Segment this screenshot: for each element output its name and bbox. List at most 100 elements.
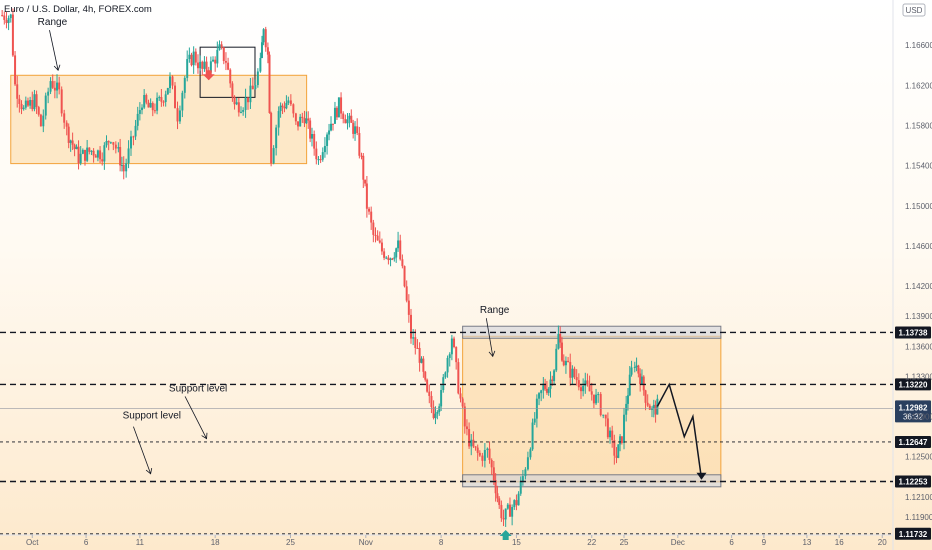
- candle: [281, 103, 284, 115]
- candle-body: [14, 55, 17, 85]
- candle-body: [122, 164, 125, 172]
- candle: [9, 13, 12, 23]
- candle-body: [47, 91, 50, 96]
- candle-body: [615, 455, 618, 458]
- y-tick-label-2: 1.15800: [905, 121, 932, 130]
- candle-body: [114, 144, 117, 149]
- candle-body: [463, 406, 466, 427]
- x-tick-label-14: 16: [835, 538, 844, 547]
- candle: [508, 497, 511, 517]
- candle: [448, 352, 451, 367]
- candle: [517, 491, 520, 506]
- annotation-arrowhead-4: [145, 467, 153, 475]
- candle: [340, 92, 343, 120]
- candle: [623, 407, 626, 450]
- candle-body: [158, 97, 161, 99]
- candle: [168, 72, 171, 94]
- candle: [162, 100, 165, 107]
- candle: [380, 238, 383, 255]
- candle-body: [275, 127, 278, 149]
- candle-body: [83, 149, 86, 161]
- candle: [272, 145, 275, 165]
- candle: [188, 47, 191, 63]
- candle-body: [3, 15, 6, 20]
- candle: [292, 103, 295, 118]
- level-badge-label-3: 1.12647: [899, 438, 928, 447]
- annotation-label-3: Support level: [169, 383, 227, 394]
- candle: [79, 145, 82, 166]
- annotation-pointer-1: [49, 30, 59, 71]
- candle-body: [134, 125, 137, 137]
- current-price-badge: [895, 400, 931, 423]
- candle-body: [96, 150, 99, 158]
- x-tick-label-7: 15: [512, 538, 521, 547]
- candle-body: [430, 395, 433, 407]
- candle: [374, 227, 377, 243]
- candle: [617, 444, 620, 459]
- candle: [244, 88, 247, 118]
- y-tick-label-1: 1.16200: [905, 81, 932, 90]
- candle: [461, 397, 464, 409]
- candle-body: [407, 300, 410, 315]
- candle-body: [457, 362, 460, 394]
- candle: [220, 41, 223, 50]
- candle-body: [53, 87, 56, 91]
- candle-body: [35, 94, 38, 108]
- candle-body: [444, 372, 447, 378]
- candle-body: [465, 426, 468, 430]
- candle-body: [526, 457, 529, 470]
- annotation-label-1: Range: [38, 17, 68, 28]
- candle: [268, 51, 271, 114]
- candle-body: [49, 81, 52, 92]
- candle-body: [438, 406, 441, 412]
- candle-body: [584, 380, 587, 386]
- support-zone-2: [462, 474, 722, 488]
- candle: [571, 365, 574, 385]
- candle-body: [24, 100, 27, 108]
- candle: [196, 54, 199, 74]
- candle: [368, 206, 371, 215]
- candle-body: [481, 455, 484, 461]
- candle: [264, 26, 267, 52]
- candle: [395, 247, 398, 263]
- candle-body: [409, 314, 412, 339]
- candle: [397, 231, 400, 252]
- candle: [5, 12, 8, 29]
- candle-body: [613, 440, 616, 456]
- candle-body: [60, 89, 63, 114]
- candle: [222, 46, 225, 65]
- candle: [256, 68, 259, 88]
- candle-body: [141, 107, 144, 111]
- candle-body: [461, 398, 464, 407]
- up-arrow-marker: [499, 529, 512, 540]
- candle-body: [99, 150, 102, 160]
- candle-body: [192, 51, 195, 66]
- candle: [254, 79, 257, 90]
- candle: [112, 141, 115, 151]
- candle-body: [630, 367, 633, 375]
- candle: [422, 356, 425, 378]
- candle: [3, 11, 6, 25]
- candle-body: [112, 142, 115, 145]
- candle-body: [569, 361, 572, 378]
- candle-body: [56, 82, 59, 91]
- y-tick-label-4: 1.15000: [905, 202, 932, 211]
- candle-body: [237, 102, 240, 113]
- candle: [573, 366, 576, 380]
- candle-body: [434, 413, 437, 419]
- candle-body: [277, 111, 280, 128]
- candle-body: [251, 85, 254, 90]
- candle: [465, 419, 468, 436]
- candle-body: [540, 390, 543, 394]
- candle: [24, 96, 27, 110]
- candle: [577, 373, 580, 391]
- candle-body: [378, 240, 381, 243]
- level-badge-1: [895, 326, 931, 339]
- candle: [311, 127, 314, 147]
- level-badge-label-4: 1.12253: [899, 478, 928, 487]
- candle-body: [414, 337, 417, 348]
- candle: [156, 92, 159, 115]
- candle-body: [619, 436, 622, 445]
- annotation-label-2: Range: [480, 305, 510, 316]
